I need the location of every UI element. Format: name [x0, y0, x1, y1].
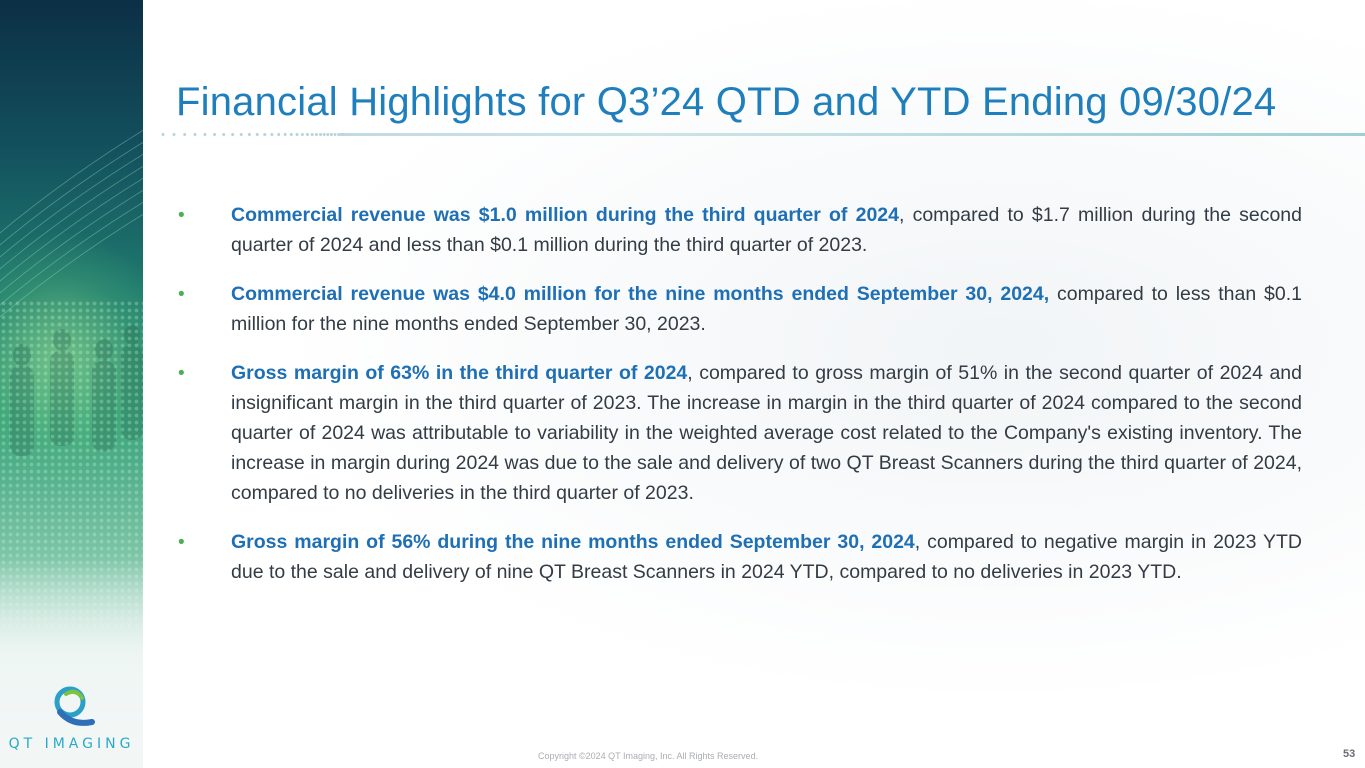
rule-dot [315, 133, 318, 136]
bullet-highlight: Gross margin of 56% during the nine mont… [231, 531, 915, 553]
bullet-body: , compared to $1.7 million during the se… [231, 204, 1302, 256]
rule-dot [300, 133, 304, 136]
rule-dot [222, 133, 226, 136]
rule-dot [231, 133, 235, 136]
bullet-text: Commercial revenue was $4.0 million for … [231, 279, 1302, 339]
rule-dot [270, 133, 274, 136]
rule-dot [161, 133, 165, 136]
page-number: 53 [1343, 748, 1356, 760]
rule-dot [213, 133, 216, 136]
copyright-notice: Copyright ©2024 QT Imaging, Inc. All Rig… [538, 751, 759, 761]
bullet-highlight: Gross margin of 63% in the third quarter… [231, 362, 688, 384]
rule-dot [337, 133, 341, 136]
bullet-item: • Commercial revenue was $1.0 million du… [178, 200, 1302, 260]
rule-dot [263, 133, 267, 136]
rule-dot [239, 133, 243, 136]
highlights-list: • Commercial revenue was $1.0 million du… [178, 200, 1302, 606]
bullet-item: • Commercial revenue was $4.0 million fo… [178, 279, 1302, 339]
rule-dot [247, 133, 251, 136]
bullet-dot-icon: • [178, 532, 185, 553]
rule-dot [172, 133, 176, 136]
rule-dot [289, 133, 293, 136]
decorative-side-panel: QT IMAGING [0, 0, 143, 768]
bullet-dot-icon: • [178, 363, 185, 384]
rule-dot [283, 133, 287, 136]
side-panel-lines [0, 129, 143, 456]
rule-dot [322, 133, 326, 136]
bullet-item: • Gross margin of 63% in the third quart… [178, 358, 1302, 508]
side-panel-glow [0, 230, 143, 490]
rule-dot [255, 133, 259, 136]
bullet-text: Commercial revenue was $1.0 million duri… [231, 200, 1302, 260]
main-background [143, 0, 1365, 768]
rule-dot [333, 133, 337, 136]
rule-dot [183, 133, 187, 136]
company-logo: QT IMAGING [0, 678, 143, 758]
bullet-body: , compared to gross margin of 51% in the… [231, 362, 1302, 504]
logo-text: QT IMAGING [8, 736, 135, 752]
rule-dot [203, 133, 207, 136]
bullet-highlight: Commercial revenue was $4.0 million for … [231, 283, 1050, 305]
bullet-highlight: Commercial revenue was $1.0 million duri… [231, 204, 899, 226]
rule-dot [310, 133, 314, 136]
bullet-text: Gross margin of 63% in the third quarter… [231, 358, 1302, 508]
rule-dot [305, 133, 309, 136]
bullet-text: Gross margin of 56% during the nine mont… [231, 527, 1302, 587]
bullet-dot-icon: • [178, 284, 185, 305]
bullet-dot-icon: • [178, 205, 185, 226]
qt-swirl-logo-icon [54, 686, 95, 726]
rule-dot [295, 133, 299, 136]
rule-dot [329, 133, 333, 136]
bullet-item: • Gross margin of 56% during the nine mo… [178, 527, 1302, 587]
rule-dot [326, 133, 330, 136]
rule-dot [319, 133, 322, 136]
bullet-body: compared to less than $0.1 million for t… [231, 283, 1302, 335]
rule-dot [193, 133, 197, 136]
side-panel-fade [0, 560, 143, 768]
rule-dot [277, 133, 281, 136]
page-title: Financial Highlights for Q3’24 QTD and Y… [176, 80, 1277, 124]
bullet-body: , compared to negative margin in 2023 YT… [231, 531, 1302, 583]
title-dotted-rule [161, 133, 1365, 136]
